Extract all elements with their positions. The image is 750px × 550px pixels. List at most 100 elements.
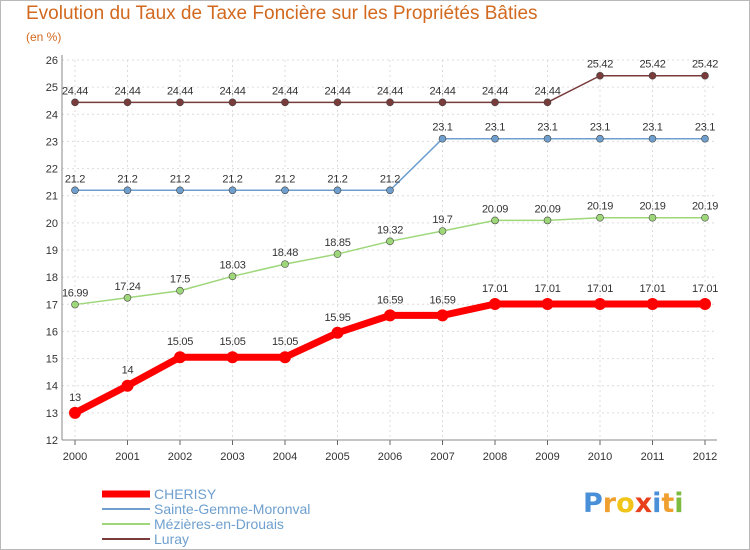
data-point — [333, 98, 342, 107]
data-label: 24.44 — [272, 85, 298, 97]
data-label: 23.1 — [537, 122, 557, 134]
data-label: 16.99 — [62, 288, 88, 300]
data-label: 16.59 — [429, 294, 455, 306]
y-tick-label: 12 — [46, 435, 58, 447]
data-label: 18.85 — [324, 237, 350, 249]
data-point — [228, 272, 237, 281]
proxiti-logo: Proxiti — [583, 488, 684, 519]
data-point — [701, 71, 709, 80]
data-point — [543, 216, 552, 225]
data-label: 20.09 — [482, 203, 508, 215]
x-tick-label: 2004 — [273, 451, 297, 463]
x-tick-label: 2010 — [588, 451, 612, 463]
data-point — [228, 186, 237, 195]
data-point — [596, 134, 604, 143]
data-label: 25.42 — [692, 59, 718, 71]
x-tick-label: 2005 — [325, 451, 349, 463]
data-label: 17.5 — [170, 274, 190, 286]
data-point — [71, 300, 79, 309]
data-label: 20.19 — [587, 201, 613, 213]
data-point — [701, 134, 709, 143]
data-point — [386, 237, 394, 246]
data-label: 17.01 — [639, 283, 665, 295]
y-tick-label: 24 — [46, 109, 58, 121]
data-point — [71, 186, 79, 195]
data-point — [543, 134, 552, 143]
data-label: 15.05 — [219, 336, 245, 348]
data-label: 24.44 — [62, 85, 88, 97]
data-label: 24.44 — [219, 85, 245, 97]
data-point — [646, 298, 659, 311]
data-point — [176, 286, 184, 295]
x-tick-label: 2001 — [115, 451, 139, 463]
data-point — [176, 186, 184, 195]
data-label: 25.42 — [587, 59, 613, 71]
data-point — [438, 134, 447, 143]
data-point — [123, 186, 132, 195]
data-label: 23.1 — [432, 122, 452, 134]
data-point — [438, 227, 447, 235]
y-tick-label: 26 — [46, 55, 58, 67]
data-label: 25.42 — [639, 59, 665, 71]
data-point — [281, 98, 289, 107]
data-label: 17.24 — [114, 281, 140, 293]
legend-label: Mézières-en-Drouais — [154, 516, 284, 532]
data-point — [699, 298, 711, 311]
data-label: 16.59 — [377, 294, 403, 306]
data-point — [228, 98, 237, 107]
x-tick-label: 2008 — [483, 451, 507, 463]
data-label: 19.32 — [377, 224, 403, 236]
data-point — [543, 98, 552, 107]
data-point — [648, 71, 657, 80]
data-label: 24.44 — [324, 85, 350, 97]
legend-label: CHERISY — [154, 486, 217, 502]
logo-letter: r — [602, 488, 617, 519]
data-label: 23.1 — [642, 122, 662, 134]
y-tick-label: 21 — [46, 191, 58, 203]
data-point — [701, 213, 709, 222]
data-label: 15.05 — [167, 336, 193, 348]
data-label: 14 — [122, 365, 134, 377]
data-label: 13 — [69, 392, 81, 404]
x-tick-label: 2011 — [641, 451, 665, 463]
data-label: 23.1 — [590, 122, 610, 134]
logo-letter: i — [652, 488, 662, 519]
data-point — [123, 293, 132, 302]
data-point — [436, 309, 449, 322]
data-label: 20.09 — [534, 203, 560, 215]
data-point — [69, 406, 81, 419]
data-point — [71, 98, 79, 107]
data-label: 20.19 — [639, 201, 665, 213]
data-label: 24.44 — [377, 85, 403, 97]
y-tick-label: 23 — [46, 136, 58, 148]
data-label: 21.2 — [117, 173, 137, 185]
data-label: 24.44 — [114, 85, 140, 97]
data-label: 15.95 — [324, 312, 350, 324]
data-point — [386, 98, 394, 107]
data-point — [281, 186, 289, 195]
x-tick-label: 2012 — [693, 451, 717, 463]
y-tick-label: 22 — [46, 164, 58, 176]
data-label: 17.01 — [587, 283, 613, 295]
x-tick-label: 2002 — [168, 451, 192, 463]
chart-title: Evolution du Taux de Taxe Foncière sur l… — [26, 3, 538, 24]
data-point — [386, 186, 394, 195]
data-point — [123, 98, 132, 107]
data-point — [226, 351, 239, 364]
data-label: 17.01 — [534, 283, 560, 295]
data-point — [594, 298, 606, 311]
logo-letter: t — [661, 488, 675, 519]
data-point — [596, 213, 604, 222]
data-point — [121, 379, 134, 392]
data-label: 20.19 — [692, 201, 718, 213]
data-label: 23.1 — [485, 122, 505, 134]
data-label: 21.2 — [380, 173, 400, 185]
logo-letter: P — [583, 488, 603, 519]
y-tick-label: 14 — [46, 381, 58, 393]
data-label: 21.2 — [275, 173, 295, 185]
data-point — [384, 309, 396, 322]
data-label: 17.01 — [692, 283, 718, 295]
data-point — [281, 260, 289, 268]
